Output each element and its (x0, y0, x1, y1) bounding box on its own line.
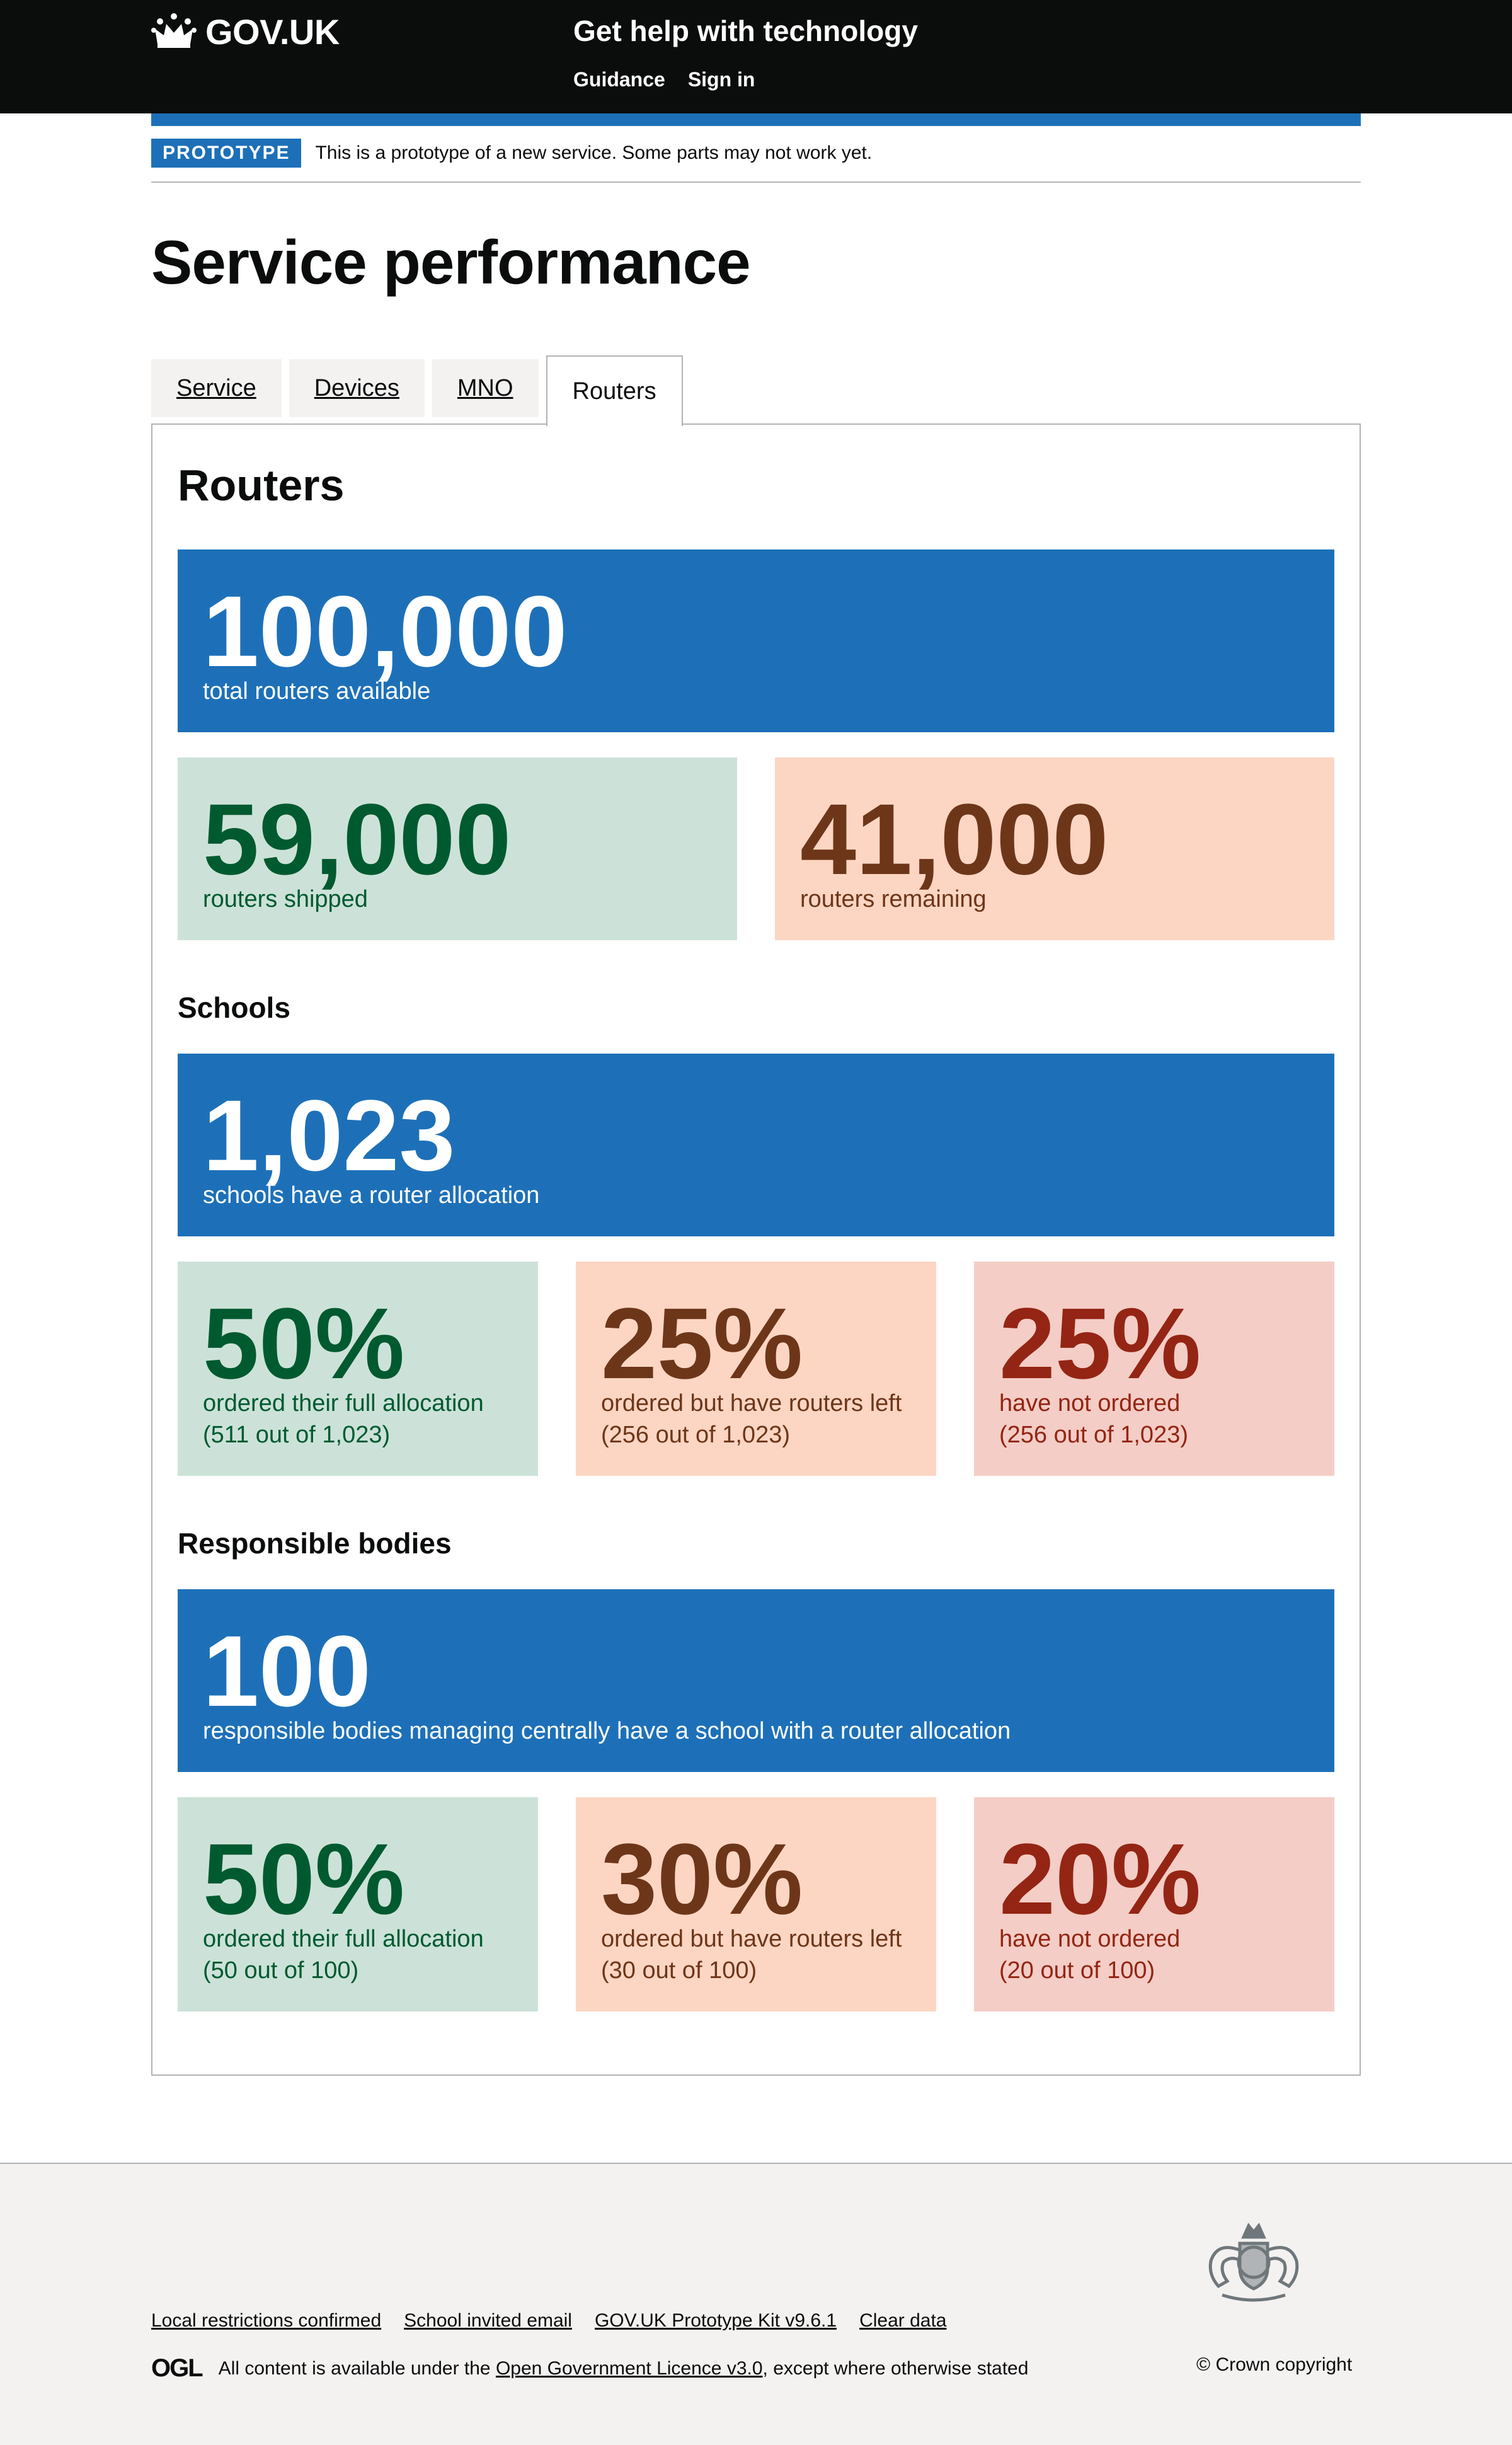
stat-value: 25% (999, 1287, 1201, 1400)
crest-icon (1197, 2212, 1310, 2306)
stat-card-rb-full: 50% ordered their full allocation (50 ou… (178, 1797, 538, 2011)
phase-tag: PROTOTYPE (151, 139, 302, 168)
nav-sign-in-link[interactable]: Sign in (687, 68, 755, 91)
header-blue-bar (151, 113, 1361, 126)
page-title: Service performance (151, 227, 751, 297)
licence-suffix: , except where otherwise stated (762, 2357, 1029, 2379)
tab-mno[interactable]: MNO (432, 359, 539, 417)
stat-detail: (256 out of 1,023) (601, 1422, 790, 1448)
crown-icon (151, 11, 197, 52)
stat-value: 50% (203, 1287, 405, 1400)
footer-link-clear-data[interactable]: Clear data (859, 2310, 947, 2331)
stat-card-schools-full: 50% ordered their full allocation (511 o… (178, 1262, 538, 1476)
stat-card-schools-none: 25% have not ordered (256 out of 1,023) (974, 1262, 1334, 1476)
stat-label: routers remaining (800, 886, 987, 912)
stat-value: 30% (601, 1822, 803, 1935)
footer-link-local-restrictions[interactable]: Local restrictions confirmed (151, 2310, 382, 2331)
tab-list: Service Devices MNO Routers (151, 355, 690, 426)
phase-text: This is a prototype of a new service. So… (315, 142, 873, 163)
phase-banner: PROTOTYPE This is a prototype of a new s… (151, 139, 872, 168)
stat-detail: (256 out of 1,023) (999, 1422, 1188, 1448)
stat-value: 100,000 (203, 575, 568, 687)
stat-card-schools-partial: 25% ordered but have routers left (256 o… (576, 1262, 936, 1476)
ogl-logo: OGL (151, 2354, 203, 2382)
stat-value: 59,000 (203, 783, 512, 895)
stat-label: total routers available (203, 678, 431, 705)
footer-link-school-invited-email[interactable]: School invited email (404, 2310, 572, 2331)
stat-label: have not ordered (999, 1926, 1181, 1952)
stat-card-rb-total: 100 responsible bodies managing centrall… (178, 1589, 1334, 1772)
tab-panel-routers (151, 423, 1361, 2076)
stat-detail: (30 out of 100) (601, 1957, 757, 1984)
copyright: © Crown copyright (1196, 2354, 1353, 2375)
stat-value: 25% (601, 1287, 803, 1400)
licence-prefix: All content is available under the (218, 2357, 496, 2379)
stat-label: ordered but have routers left (601, 1390, 902, 1417)
header-navigation: Guidance Sign in (573, 68, 755, 91)
site-header: GOV.UK Get help with technology Guidance… (0, 0, 1512, 113)
stat-card-routers-shipped: 59,000 routers shipped (178, 757, 737, 940)
stat-card-routers-remaining: 41,000 routers remaining (775, 757, 1334, 940)
stat-detail: (20 out of 100) (999, 1957, 1155, 1984)
logo-text: GOV.UK (205, 12, 340, 52)
licence-link[interactable]: Open Government Licence v3.0 (495, 2357, 763, 2379)
stat-label: schools have a router allocation (203, 1182, 540, 1209)
stat-label: have not ordered (999, 1390, 1181, 1417)
nav-guidance-link[interactable]: Guidance (573, 68, 665, 91)
service-name-link[interactable]: Get help with technology (573, 14, 918, 47)
stat-label: ordered their full allocation (203, 1926, 484, 1952)
stat-card-total-routers: 100,000 total routers available (178, 549, 1334, 732)
stat-value: 1,023 (203, 1079, 455, 1192)
footer-link-prototype-kit[interactable]: GOV.UK Prototype Kit v9.6.1 (594, 2310, 837, 2331)
stat-detail: (511 out of 1,023) (203, 1422, 391, 1448)
stat-value: 100 (203, 1614, 371, 1727)
stat-label: ordered their full allocation (203, 1390, 484, 1417)
stat-label: responsible bodies managing centrally ha… (203, 1718, 1011, 1744)
licence-row: OGL All content is available under the O… (151, 2354, 1028, 2383)
stat-value: 50% (203, 1822, 405, 1935)
stat-card-rb-partial: 30% ordered but have routers left (30 ou… (576, 1797, 936, 2011)
stat-label: ordered but have routers left (601, 1926, 902, 1952)
stat-detail: (50 out of 100) (203, 1957, 359, 1984)
tab-devices[interactable]: Devices (289, 359, 425, 417)
tab-service[interactable]: Service (151, 359, 282, 417)
stat-card-rb-none: 20% have not ordered (20 out of 100) (974, 1797, 1334, 2011)
stat-label: routers shipped (203, 886, 368, 912)
footer-links: Local restrictions confirmed School invi… (151, 2310, 946, 2332)
stat-value: 20% (999, 1822, 1201, 1935)
divider (151, 181, 1361, 183)
stat-card-schools-total: 1,023 schools have a router allocation (178, 1054, 1334, 1236)
govuk-logo-link[interactable]: GOV.UK (151, 11, 340, 52)
section-heading-responsible-bodies: Responsible bodies (178, 1527, 452, 1560)
stat-value: 41,000 (800, 783, 1109, 895)
section-heading-schools: Schools (178, 991, 290, 1024)
section-heading-routers: Routers (178, 461, 345, 510)
site-footer: Local restrictions confirmed School invi… (0, 2163, 1512, 2445)
tab-routers[interactable]: Routers (546, 355, 683, 426)
